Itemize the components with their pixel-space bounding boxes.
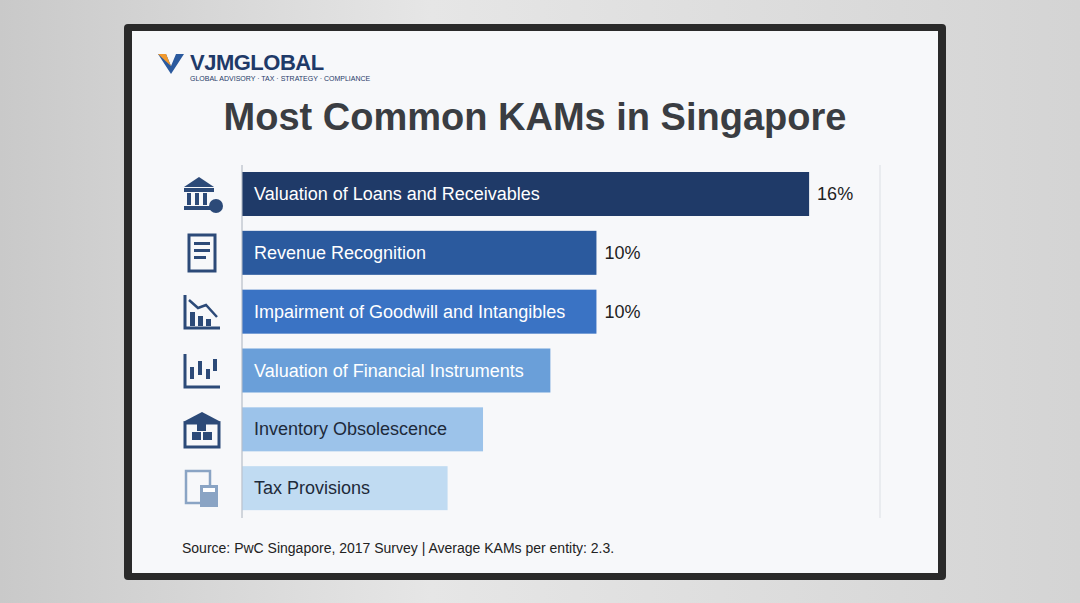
svg-text:Inventory Obsolescence: Inventory Obsolescence xyxy=(254,419,447,439)
html-text:GLOBAL ADVISORY · TAX · STRATE: GLOBAL ADVISORY · TAX · STRATEGY · COMPL… xyxy=(190,75,371,82)
html-text:Source: PwC Singapore, 2017 Su: Source: PwC Singapore, 2017 Survey | Ave… xyxy=(182,540,615,556)
svg-text:Valuation of Financial Instrum: Valuation of Financial Instruments xyxy=(254,361,524,381)
html-text:VJMGLOBAL: VJMGLOBAL xyxy=(190,50,324,75)
svg-text:10%: 10% xyxy=(604,302,640,322)
svg-text:10%: 10% xyxy=(604,243,640,263)
svg-text:Revenue Recognition: Revenue Recognition xyxy=(254,243,426,263)
html-text:Most Common KAMs in Singapore: Most Common KAMs in Singapore xyxy=(223,96,847,138)
svg-text:Impairment of Goodwill and Int: Impairment of Goodwill and Intangibles xyxy=(254,302,565,322)
svg-text:Tax Provisions: Tax Provisions xyxy=(254,478,370,498)
svg-text:Valuation of Loans and Receiva: Valuation of Loans and Receivables xyxy=(254,184,540,204)
svg-text:16%: 16% xyxy=(817,184,853,204)
